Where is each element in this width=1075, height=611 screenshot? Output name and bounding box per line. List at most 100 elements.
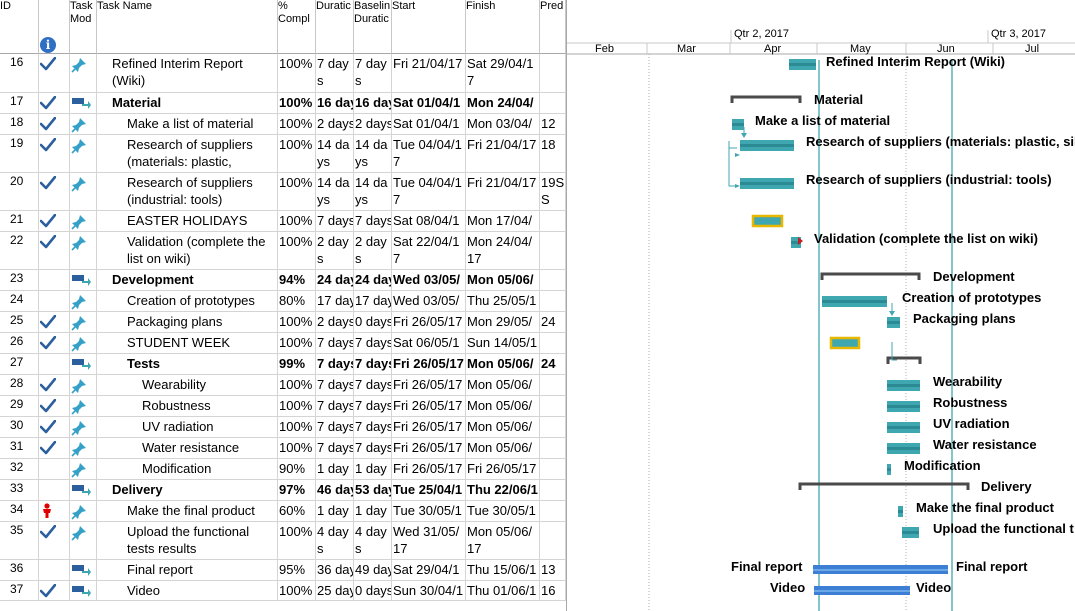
baseline-duration-cell[interactable]: 14 days: [354, 173, 392, 211]
pct-complete-cell[interactable]: 100%: [278, 173, 316, 211]
task-mode-cell[interactable]: [70, 93, 97, 114]
task-id-cell[interactable]: 33: [0, 480, 39, 501]
pct-complete-cell[interactable]: 97%: [278, 480, 316, 501]
pct-complete-cell[interactable]: 100%: [278, 93, 316, 114]
task-mode-cell[interactable]: [70, 135, 97, 173]
task-mode-cell[interactable]: [70, 312, 97, 333]
predecessors-cell[interactable]: [540, 375, 566, 396]
col-header-predecessors[interactable]: Pred: [540, 0, 566, 54]
baseline-duration-cell[interactable]: 4 days: [354, 522, 392, 560]
predecessors-cell[interactable]: 24: [540, 354, 566, 375]
finish-date-cell[interactable]: Sat 29/04/17: [466, 54, 540, 93]
baseline-duration-cell[interactable]: 24 day: [354, 270, 392, 291]
predecessors-cell[interactable]: 12: [540, 114, 566, 135]
gantt-chart[interactable]: Qtr 2, 2017 Qtr 3, 2017 Feb Mar Apr May Jun Jul…: [566, 0, 1075, 611]
pct-complete-cell[interactable]: 100%: [278, 396, 316, 417]
baseline-duration-cell[interactable]: 7 days: [354, 211, 392, 232]
finish-date-cell[interactable]: Fri 21/04/17: [466, 173, 540, 211]
task-id-cell[interactable]: 24: [0, 291, 39, 312]
predecessors-cell[interactable]: [540, 396, 566, 417]
baseline-duration-cell[interactable]: 16 day: [354, 93, 392, 114]
duration-cell[interactable]: 7 days: [316, 211, 354, 232]
baseline-duration-cell[interactable]: 2 days: [354, 232, 392, 270]
pct-complete-cell[interactable]: 95%: [278, 560, 316, 581]
predecessors-cell[interactable]: 19SS: [540, 173, 566, 211]
pct-complete-cell[interactable]: 100%: [278, 438, 316, 459]
task-mode-cell[interactable]: [70, 438, 97, 459]
predecessors-cell[interactable]: [540, 438, 566, 459]
start-date-cell[interactable]: Fri 26/05/17: [392, 438, 466, 459]
start-date-cell[interactable]: Sat 08/04/1: [392, 211, 466, 232]
finish-date-cell[interactable]: Mon 05/06/: [466, 375, 540, 396]
predecessors-cell[interactable]: [540, 270, 566, 291]
finish-date-cell[interactable]: Fri 26/05/17: [466, 459, 540, 480]
finish-date-cell[interactable]: Thu 01/06/1: [466, 581, 540, 601]
finish-date-cell[interactable]: Mon 24/04/: [466, 93, 540, 114]
task-id-cell[interactable]: 25: [0, 312, 39, 333]
baseline-duration-cell[interactable]: 17 day: [354, 291, 392, 312]
col-header-start[interactable]: Start: [392, 0, 466, 54]
duration-cell[interactable]: 7 days: [316, 438, 354, 459]
predecessors-cell[interactable]: [540, 522, 566, 560]
task-id-cell[interactable]: 23: [0, 270, 39, 291]
pct-complete-cell[interactable]: 100%: [278, 522, 316, 560]
start-date-cell[interactable]: Fri 26/05/17: [392, 312, 466, 333]
task-mode-cell[interactable]: [70, 501, 97, 522]
pct-complete-cell[interactable]: 100%: [278, 333, 316, 354]
pct-complete-cell[interactable]: 99%: [278, 354, 316, 375]
task-id-cell[interactable]: 16: [0, 54, 39, 93]
task-id-cell[interactable]: 30: [0, 417, 39, 438]
baseline-duration-cell[interactable]: 7 days: [354, 396, 392, 417]
pct-complete-cell[interactable]: 100%: [278, 375, 316, 396]
task-name-cell[interactable]: Creation of prototypes: [97, 291, 278, 312]
start-date-cell[interactable]: Sat 29/04/1: [392, 560, 466, 581]
col-header-finish[interactable]: Finish: [466, 0, 540, 54]
task-mode-cell[interactable]: [70, 232, 97, 270]
duration-cell[interactable]: 7 days: [316, 354, 354, 375]
start-date-cell[interactable]: Wed 31/05/17: [392, 522, 466, 560]
predecessors-cell[interactable]: 18: [540, 135, 566, 173]
task-mode-cell[interactable]: [70, 354, 97, 375]
finish-date-cell[interactable]: Sun 14/05/1: [466, 333, 540, 354]
task-mode-cell[interactable]: [70, 396, 97, 417]
task-id-cell[interactable]: 18: [0, 114, 39, 135]
col-header-duration[interactable]: Duratic: [316, 0, 354, 54]
finish-date-cell[interactable]: Thu 15/06/1: [466, 560, 540, 581]
task-name-cell[interactable]: Upload the functional tests results: [97, 522, 278, 560]
duration-cell[interactable]: 4 days: [316, 522, 354, 560]
task-id-cell[interactable]: 26: [0, 333, 39, 354]
col-header-id[interactable]: ID: [0, 0, 39, 54]
task-name-cell[interactable]: Packaging plans: [97, 312, 278, 333]
predecessors-cell[interactable]: [540, 211, 566, 232]
baseline-duration-cell[interactable]: 2 days: [354, 114, 392, 135]
task-mode-cell[interactable]: [70, 560, 97, 581]
task-id-cell[interactable]: 17: [0, 93, 39, 114]
finish-date-cell[interactable]: Mon 05/06/: [466, 417, 540, 438]
duration-cell[interactable]: 2 days: [316, 232, 354, 270]
predecessors-cell[interactable]: 24: [540, 312, 566, 333]
duration-cell[interactable]: 36 day: [316, 560, 354, 581]
task-name-cell[interactable]: Water resistance: [97, 438, 278, 459]
task-name-cell[interactable]: Make a list of material: [97, 114, 278, 135]
start-date-cell[interactable]: Fri 26/05/17: [392, 396, 466, 417]
baseline-duration-cell[interactable]: 53 day: [354, 480, 392, 501]
task-id-cell[interactable]: 22: [0, 232, 39, 270]
baseline-duration-cell[interactable]: 7 days: [354, 438, 392, 459]
pct-complete-cell[interactable]: 90%: [278, 459, 316, 480]
duration-cell[interactable]: 2 days: [316, 312, 354, 333]
predecessors-cell[interactable]: [540, 417, 566, 438]
start-date-cell[interactable]: Fri 26/05/17: [392, 375, 466, 396]
task-name-cell[interactable]: Wearability: [97, 375, 278, 396]
baseline-duration-cell[interactable]: 1 day: [354, 459, 392, 480]
pct-complete-cell[interactable]: 100%: [278, 417, 316, 438]
task-name-cell[interactable]: Modification: [97, 459, 278, 480]
col-header-baseline-duration[interactable]: Baselin Duratic: [354, 0, 392, 54]
predecessors-cell[interactable]: 16: [540, 581, 566, 601]
task-name-cell[interactable]: STUDENT WEEK: [97, 333, 278, 354]
start-date-cell[interactable]: Sun 30/04/1: [392, 581, 466, 601]
pct-complete-cell[interactable]: 100%: [278, 211, 316, 232]
baseline-duration-cell[interactable]: 7 days: [354, 375, 392, 396]
finish-date-cell[interactable]: Tue 30/05/1: [466, 501, 540, 522]
start-date-cell[interactable]: Wed 03/05/: [392, 270, 466, 291]
task-name-cell[interactable]: UV radiation: [97, 417, 278, 438]
